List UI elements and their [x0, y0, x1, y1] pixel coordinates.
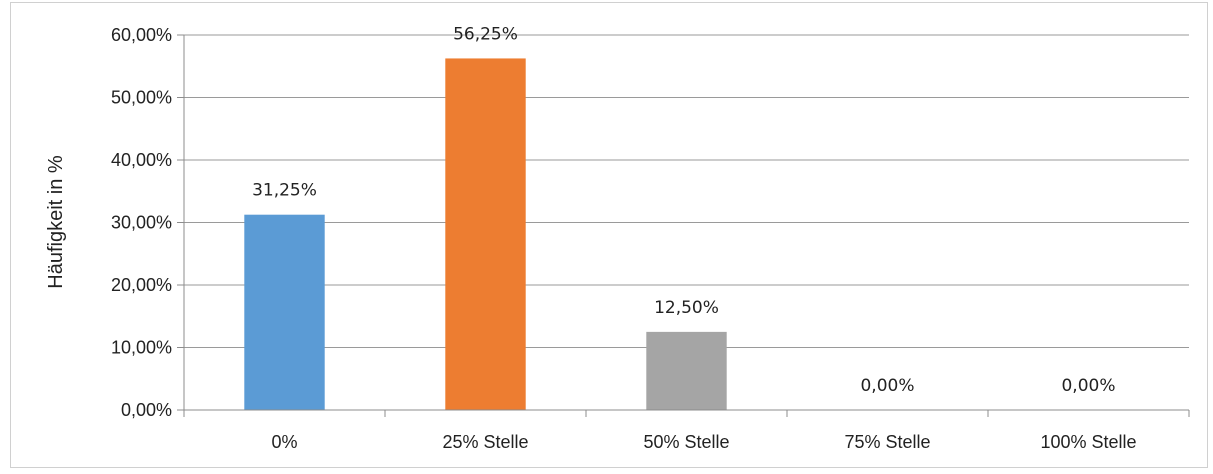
- data-labels: 31,25% 56,25% 12,50% 0,00% 0,00%: [252, 24, 1115, 396]
- bar: [445, 58, 526, 410]
- data-label: 0,00%: [860, 376, 914, 396]
- y-tick-label: 50,00%: [111, 88, 172, 108]
- grid-lines: [184, 34, 1189, 348]
- chart-frame: [10, 2, 1208, 468]
- x-tick-label: 50% Stelle: [643, 432, 729, 452]
- y-tick-labels: 0,00% 10,00% 20,00% 30,00% 40,00% 50,00% 60,00…: [111, 25, 172, 420]
- x-tick-label: 100% Stelle: [1040, 432, 1136, 452]
- data-label: 31,25%: [252, 181, 317, 201]
- y-tick-label: 20,00%: [111, 275, 172, 295]
- data-label: 0,00%: [1061, 376, 1115, 396]
- x-tick-label: 25% Stelle: [442, 432, 528, 452]
- x-tick-labels: 0% 25% Stelle 50% Stelle 75% Stelle 100% Ste…: [271, 432, 1136, 452]
- y-tick-label: 40,00%: [111, 150, 172, 170]
- data-label: 56,25%: [453, 24, 518, 44]
- bar: [646, 331, 727, 410]
- y-tick-label: 30,00%: [111, 213, 172, 233]
- x-tick-label: 75% Stelle: [844, 432, 930, 452]
- bar: [244, 214, 325, 410]
- axes: [177, 34, 1190, 417]
- y-tick-label: 0,00%: [121, 400, 172, 420]
- y-axis-title: Häufigkeit in %: [45, 155, 67, 289]
- y-tick-label: 10,00%: [111, 338, 172, 358]
- data-label: 12,50%: [654, 298, 719, 318]
- bars: [244, 58, 727, 410]
- x-tick-label: 0%: [271, 432, 297, 452]
- y-tick-label: 60,00%: [111, 25, 172, 45]
